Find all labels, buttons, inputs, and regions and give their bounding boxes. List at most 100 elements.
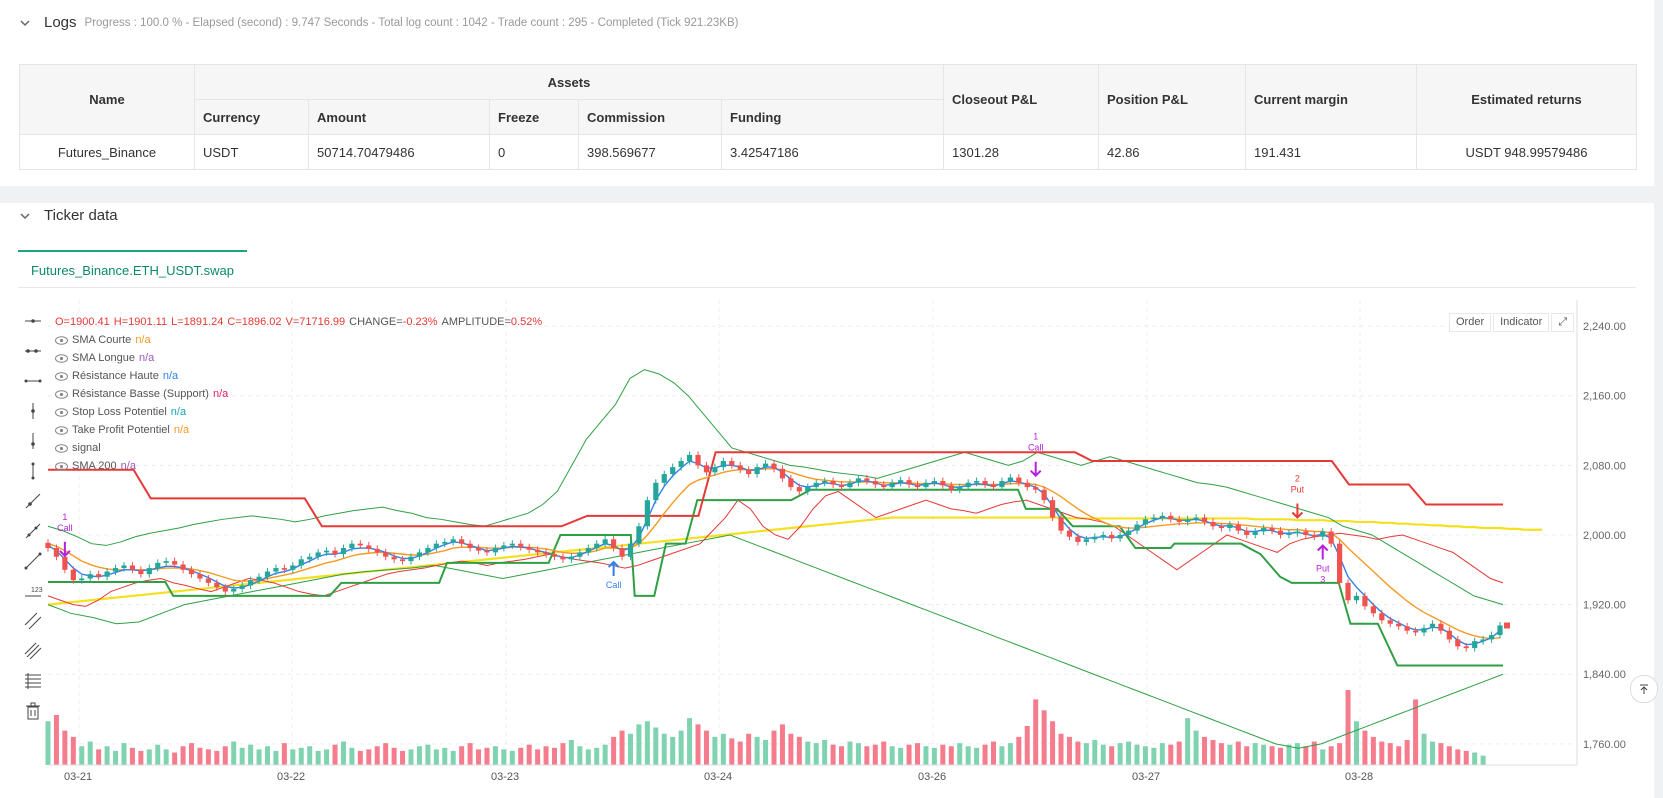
logs-header[interactable]: Logs Progress : 100.0 % - Elapsed (secon… bbox=[18, 14, 738, 31]
y-tick-label: 2,240.00 bbox=[1583, 321, 1626, 333]
candle-body bbox=[1176, 519, 1182, 522]
candle-body bbox=[408, 556, 414, 562]
candle-body bbox=[1142, 519, 1149, 525]
horizontal-line-icon[interactable] bbox=[22, 310, 44, 332]
eye-icon[interactable] bbox=[55, 335, 68, 345]
vertical-ray-icon[interactable] bbox=[22, 430, 44, 452]
legend-item[interactable]: Résistance Basse (Support) n/a bbox=[55, 385, 546, 403]
candle-body bbox=[1412, 630, 1419, 633]
trash-icon[interactable] bbox=[22, 700, 44, 722]
chevron-down-icon[interactable] bbox=[18, 16, 32, 30]
legend-item[interactable]: Stop Loss Potentiel n/a bbox=[55, 403, 546, 421]
candle-body bbox=[129, 565, 136, 570]
candle-body bbox=[383, 552, 389, 557]
tab-eth-usdt-swap[interactable]: Futures_Binance.ETH_USDT.swap bbox=[18, 250, 247, 288]
volume-bar bbox=[957, 743, 963, 765]
price-label-icon[interactable]: 123 bbox=[22, 580, 44, 602]
volume-bar bbox=[315, 750, 321, 765]
candle-body bbox=[1353, 595, 1360, 601]
candle-body bbox=[1201, 517, 1208, 522]
eye-icon[interactable] bbox=[55, 353, 68, 363]
legend-item[interactable]: SMA 200 n/a bbox=[55, 457, 546, 475]
volume-bar bbox=[1261, 744, 1267, 765]
cell-returns: USDT 948.99579486 bbox=[1416, 134, 1637, 170]
amplitude-label: AMPLITUDE= bbox=[441, 316, 511, 328]
ticker-header[interactable]: Ticker data bbox=[18, 207, 118, 224]
trend-line-icon[interactable] bbox=[22, 490, 44, 512]
volume-bar bbox=[670, 736, 676, 765]
legend-item[interactable]: SMA Courte n/a bbox=[55, 331, 546, 349]
candle-body bbox=[881, 484, 887, 488]
x-tick-label: 03-23 bbox=[491, 771, 519, 783]
logs-panel: Logs Progress : 100.0 % - Elapsed (secon… bbox=[0, 0, 1654, 186]
candle-body bbox=[838, 484, 845, 488]
candle-body bbox=[374, 548, 380, 553]
volume-bars bbox=[45, 690, 1486, 765]
candle-body bbox=[433, 543, 439, 549]
fullscreen-icon[interactable]: ⤢ bbox=[1551, 313, 1575, 332]
horizontal-ray-icon[interactable] bbox=[22, 340, 44, 362]
eye-icon[interactable] bbox=[55, 461, 68, 471]
volume-bar bbox=[222, 746, 228, 765]
fibonacci-icon[interactable] bbox=[22, 670, 44, 692]
candle-body bbox=[1041, 489, 1047, 501]
chevron-down-icon[interactable] bbox=[18, 209, 32, 223]
vertical-segment-icon[interactable] bbox=[22, 460, 44, 482]
vertical-line-icon[interactable] bbox=[22, 400, 44, 422]
volume-bar bbox=[560, 743, 566, 765]
volume-bar bbox=[357, 750, 363, 765]
candle-body bbox=[172, 561, 178, 565]
change-value: -0.23% bbox=[402, 316, 438, 328]
eye-icon[interactable] bbox=[55, 425, 68, 435]
scroll-top-button[interactable] bbox=[1630, 675, 1658, 703]
volume-bar bbox=[822, 740, 828, 765]
volume-bar bbox=[1472, 752, 1478, 765]
volume-bar bbox=[1185, 718, 1191, 765]
eye-icon[interactable] bbox=[55, 443, 68, 453]
volume-bar bbox=[602, 744, 608, 765]
legend-item[interactable]: signal bbox=[55, 439, 546, 457]
candle-body bbox=[214, 582, 220, 588]
candle-body bbox=[1117, 534, 1123, 539]
candle-body bbox=[146, 568, 152, 575]
legend-item[interactable]: Résistance Haute n/a bbox=[55, 367, 546, 385]
change-label: CHANGE= bbox=[349, 316, 403, 328]
volume-bar bbox=[1438, 743, 1444, 765]
candle-body bbox=[416, 552, 423, 557]
volume-bar bbox=[965, 746, 971, 765]
candle-body bbox=[492, 548, 499, 553]
candle-body bbox=[70, 569, 76, 581]
candle-body bbox=[974, 481, 980, 483]
signal-arrow bbox=[1317, 544, 1329, 560]
extended-line-icon[interactable] bbox=[22, 370, 44, 392]
segment-line-icon[interactable] bbox=[22, 550, 44, 572]
candle-body bbox=[256, 576, 262, 581]
volume-bar bbox=[552, 747, 558, 765]
parallel-lines-icon[interactable] bbox=[22, 610, 44, 632]
legend-item[interactable]: SMA Longue n/a bbox=[55, 349, 546, 367]
volume-bar bbox=[324, 749, 330, 765]
signal-arrow bbox=[607, 560, 620, 577]
candle-body bbox=[1404, 626, 1410, 631]
legend-item[interactable]: Take Profit Potentiel n/a bbox=[55, 421, 546, 439]
volume-bar bbox=[948, 746, 954, 765]
candle-body bbox=[636, 526, 642, 544]
eye-icon[interactable] bbox=[55, 371, 68, 381]
legend-label: Stop Loss Potentiel bbox=[72, 406, 167, 418]
ray-line-icon[interactable] bbox=[22, 520, 44, 542]
candle-body bbox=[1109, 534, 1115, 539]
candle-body bbox=[315, 552, 321, 557]
volume-bar bbox=[1294, 743, 1300, 765]
candle-body bbox=[1294, 531, 1300, 534]
candle-body bbox=[1016, 477, 1022, 483]
indicator-button[interactable]: Indicator bbox=[1493, 313, 1550, 332]
price-channel-icon[interactable] bbox=[22, 640, 44, 662]
candle-body bbox=[197, 574, 203, 579]
eye-icon[interactable] bbox=[55, 407, 68, 417]
candle-body bbox=[822, 481, 828, 483]
candle-body bbox=[1024, 482, 1030, 488]
order-button[interactable]: Order bbox=[1449, 313, 1492, 332]
volume-bar bbox=[1007, 743, 1013, 765]
eye-icon[interactable] bbox=[55, 389, 68, 399]
